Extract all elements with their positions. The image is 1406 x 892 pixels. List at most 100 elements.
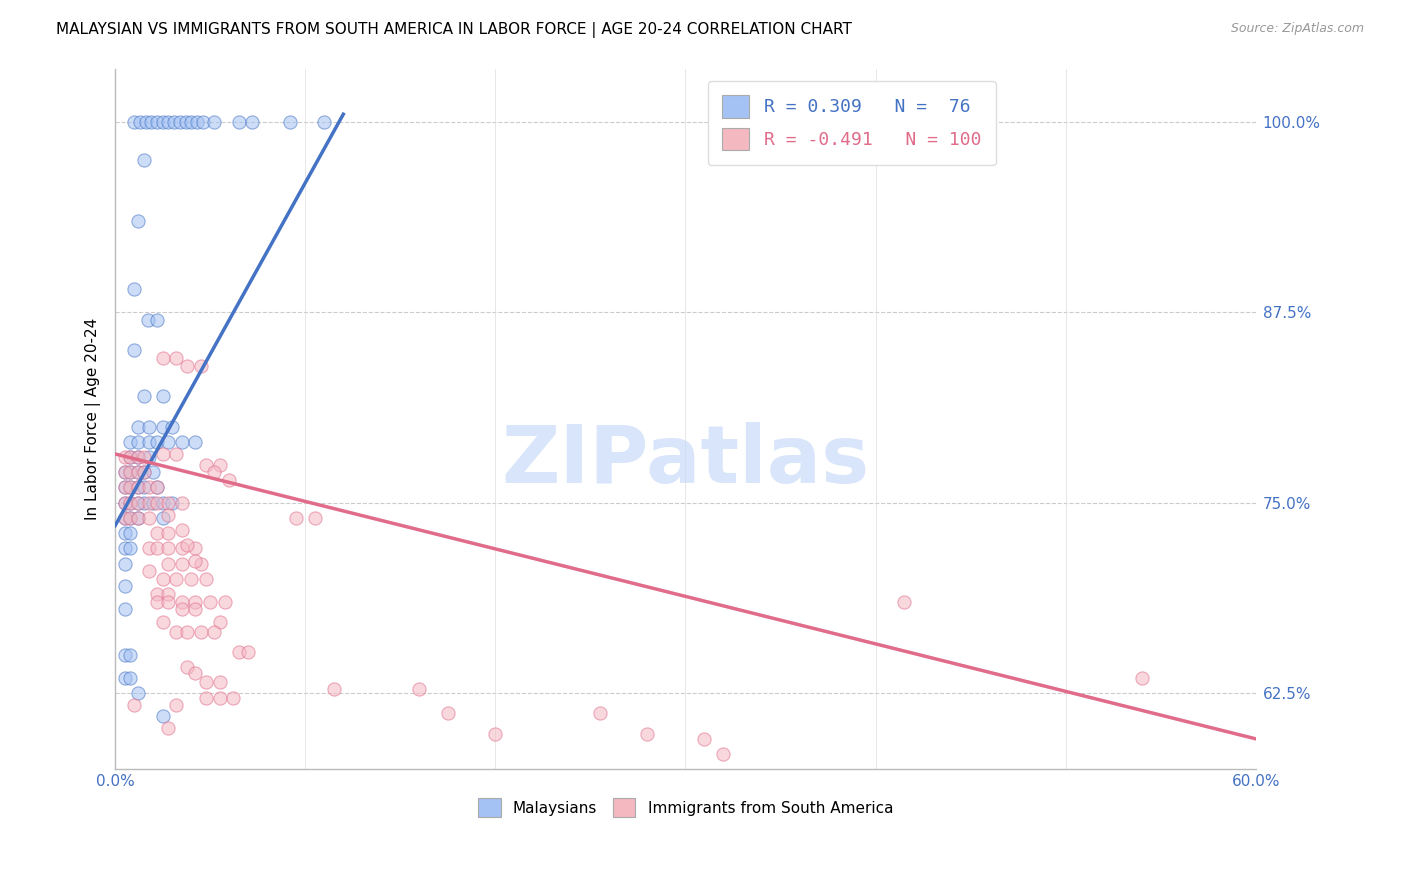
Point [120,465,142,479]
Point [120,465,142,479]
Point [146,434,169,449]
Point [170,602,193,616]
Point [146,587,169,601]
Point [176,660,198,674]
Point [120,648,142,662]
Point [152,496,174,510]
Point [114,526,136,541]
Point [129,115,152,129]
Point [122,115,145,129]
Point [146,526,169,541]
Point [214,595,236,609]
Point [114,580,136,594]
Point [693,731,716,746]
Point [191,115,214,129]
Point [184,541,207,556]
Text: Source: ZipAtlas.com: Source: ZipAtlas.com [1230,22,1364,36]
Point [222,690,245,705]
Point [152,447,174,461]
Point [170,496,193,510]
Point [437,706,460,720]
Point [132,496,155,510]
Point [132,389,155,403]
Point [202,625,225,640]
Point [184,553,207,567]
Point [1130,671,1153,685]
Point [893,595,915,609]
Point [157,434,180,449]
Point [636,727,658,741]
Point [122,698,145,713]
Point [120,450,142,464]
Point [138,496,160,510]
Point [195,675,218,690]
Point [136,313,159,327]
Point [157,496,180,510]
Point [120,511,142,525]
Point [152,389,174,403]
Point [589,706,612,720]
Point [120,496,142,510]
Point [170,595,193,609]
Point [127,450,149,464]
Point [195,572,218,586]
Point [132,153,155,167]
Point [120,671,142,685]
Point [120,480,142,494]
Point [114,496,136,510]
Point [127,480,149,494]
Point [157,557,180,571]
Point [228,115,250,129]
Point [195,690,218,705]
Point [138,541,160,556]
Legend: Malaysians, Immigrants from South America: Malaysians, Immigrants from South Americ… [470,791,901,825]
Point [146,480,169,494]
Point [142,465,165,479]
Point [127,511,149,525]
Point [152,615,174,629]
Text: ZIPatlas: ZIPatlas [502,422,869,500]
Point [190,557,212,571]
Point [184,602,207,616]
Point [120,480,142,494]
Point [114,480,136,494]
Point [208,458,231,472]
Point [114,511,136,525]
Point [228,645,250,659]
Point [202,115,225,129]
Point [170,523,193,537]
Point [114,480,136,494]
Point [157,595,180,609]
Point [127,214,149,228]
Text: MALAYSIAN VS IMMIGRANTS FROM SOUTH AMERICA IN LABOR FORCE | AGE 20-24 CORRELATIO: MALAYSIAN VS IMMIGRANTS FROM SOUTH AMERI… [56,22,852,38]
Point [146,313,169,327]
Point [165,447,187,461]
Point [132,450,155,464]
Point [208,675,231,690]
Point [180,115,202,129]
Point [132,465,155,479]
Point [170,434,193,449]
Point [484,727,506,741]
Point [146,595,169,609]
Point [157,115,180,129]
Point [146,541,169,556]
Point [138,434,160,449]
Point [152,419,174,434]
Point [152,511,174,525]
Point [114,541,136,556]
Point [322,681,344,696]
Point [157,526,180,541]
Point [157,541,180,556]
Point [127,511,149,525]
Point [114,496,136,510]
Point [152,351,174,365]
Point [165,698,187,713]
Point [160,496,183,510]
Point [713,747,735,761]
Point [208,690,231,705]
Point [165,572,187,586]
Point [174,115,197,129]
Point [138,564,160,578]
Point [176,538,198,552]
